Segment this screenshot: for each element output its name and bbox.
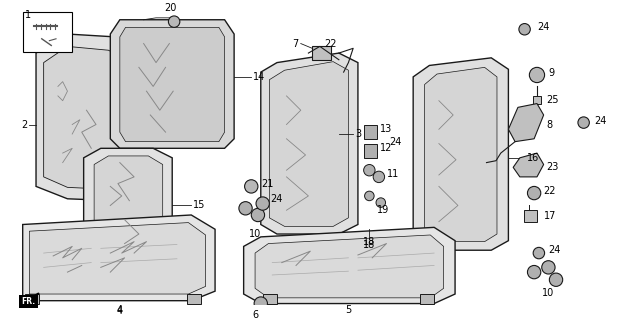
Polygon shape [508, 104, 544, 142]
Polygon shape [513, 153, 544, 177]
Text: 5: 5 [345, 305, 351, 315]
Text: 2: 2 [21, 119, 27, 130]
Text: 22: 22 [325, 38, 337, 49]
Circle shape [365, 191, 374, 201]
Text: 13: 13 [380, 124, 392, 134]
Polygon shape [533, 96, 541, 104]
Text: 11: 11 [387, 169, 399, 179]
Text: 23: 23 [546, 162, 559, 172]
Polygon shape [36, 34, 153, 201]
Text: 8: 8 [546, 119, 553, 130]
Polygon shape [84, 148, 172, 256]
Circle shape [376, 198, 385, 207]
Text: 24: 24 [548, 245, 561, 255]
Text: 4: 4 [116, 305, 123, 315]
Polygon shape [523, 210, 537, 222]
Polygon shape [363, 144, 377, 158]
Polygon shape [187, 294, 201, 304]
Polygon shape [29, 223, 206, 294]
Text: 24: 24 [594, 116, 606, 126]
Polygon shape [44, 46, 144, 189]
Polygon shape [270, 62, 348, 227]
Circle shape [251, 208, 265, 222]
Circle shape [578, 117, 589, 128]
Text: 20: 20 [164, 3, 177, 13]
Circle shape [244, 180, 258, 193]
Text: 7: 7 [292, 38, 299, 49]
Polygon shape [363, 124, 377, 139]
Text: 18: 18 [363, 240, 375, 250]
Text: 25: 25 [546, 95, 559, 105]
Polygon shape [120, 28, 225, 142]
Text: 18: 18 [363, 237, 375, 247]
Circle shape [254, 297, 268, 310]
Text: 9: 9 [548, 68, 555, 78]
Circle shape [542, 261, 555, 274]
Text: 21: 21 [261, 179, 273, 188]
Circle shape [256, 197, 270, 210]
Text: 6: 6 [252, 310, 258, 320]
Polygon shape [261, 53, 358, 234]
Text: 16: 16 [527, 153, 539, 163]
Polygon shape [263, 294, 277, 304]
Circle shape [549, 273, 563, 286]
Polygon shape [244, 228, 455, 304]
Polygon shape [425, 68, 497, 242]
Text: 10: 10 [542, 288, 555, 298]
Text: 4: 4 [116, 307, 123, 316]
Text: FR.: FR. [22, 297, 35, 306]
Text: 12: 12 [380, 143, 392, 153]
Circle shape [519, 24, 530, 35]
Polygon shape [255, 235, 444, 298]
Text: 24: 24 [537, 22, 549, 32]
Polygon shape [23, 215, 215, 301]
Polygon shape [420, 294, 434, 304]
Text: 15: 15 [193, 200, 206, 211]
Circle shape [168, 16, 180, 28]
Polygon shape [25, 294, 39, 304]
Polygon shape [110, 20, 234, 148]
Text: 17: 17 [544, 211, 556, 221]
Text: 19: 19 [377, 205, 389, 215]
Circle shape [529, 68, 544, 83]
Circle shape [527, 266, 541, 279]
Text: 3: 3 [355, 129, 361, 139]
Text: 24: 24 [389, 137, 402, 147]
Polygon shape [413, 58, 508, 250]
Polygon shape [312, 46, 331, 60]
Text: 22: 22 [544, 186, 556, 196]
Circle shape [533, 247, 544, 259]
FancyBboxPatch shape [23, 12, 72, 52]
Circle shape [239, 202, 252, 215]
Text: 1: 1 [25, 10, 31, 20]
Text: 14: 14 [253, 72, 265, 82]
Text: 10: 10 [249, 229, 261, 239]
Circle shape [363, 164, 375, 176]
Polygon shape [94, 156, 163, 248]
Text: 24: 24 [270, 194, 283, 204]
Circle shape [373, 171, 385, 183]
Circle shape [527, 187, 541, 200]
